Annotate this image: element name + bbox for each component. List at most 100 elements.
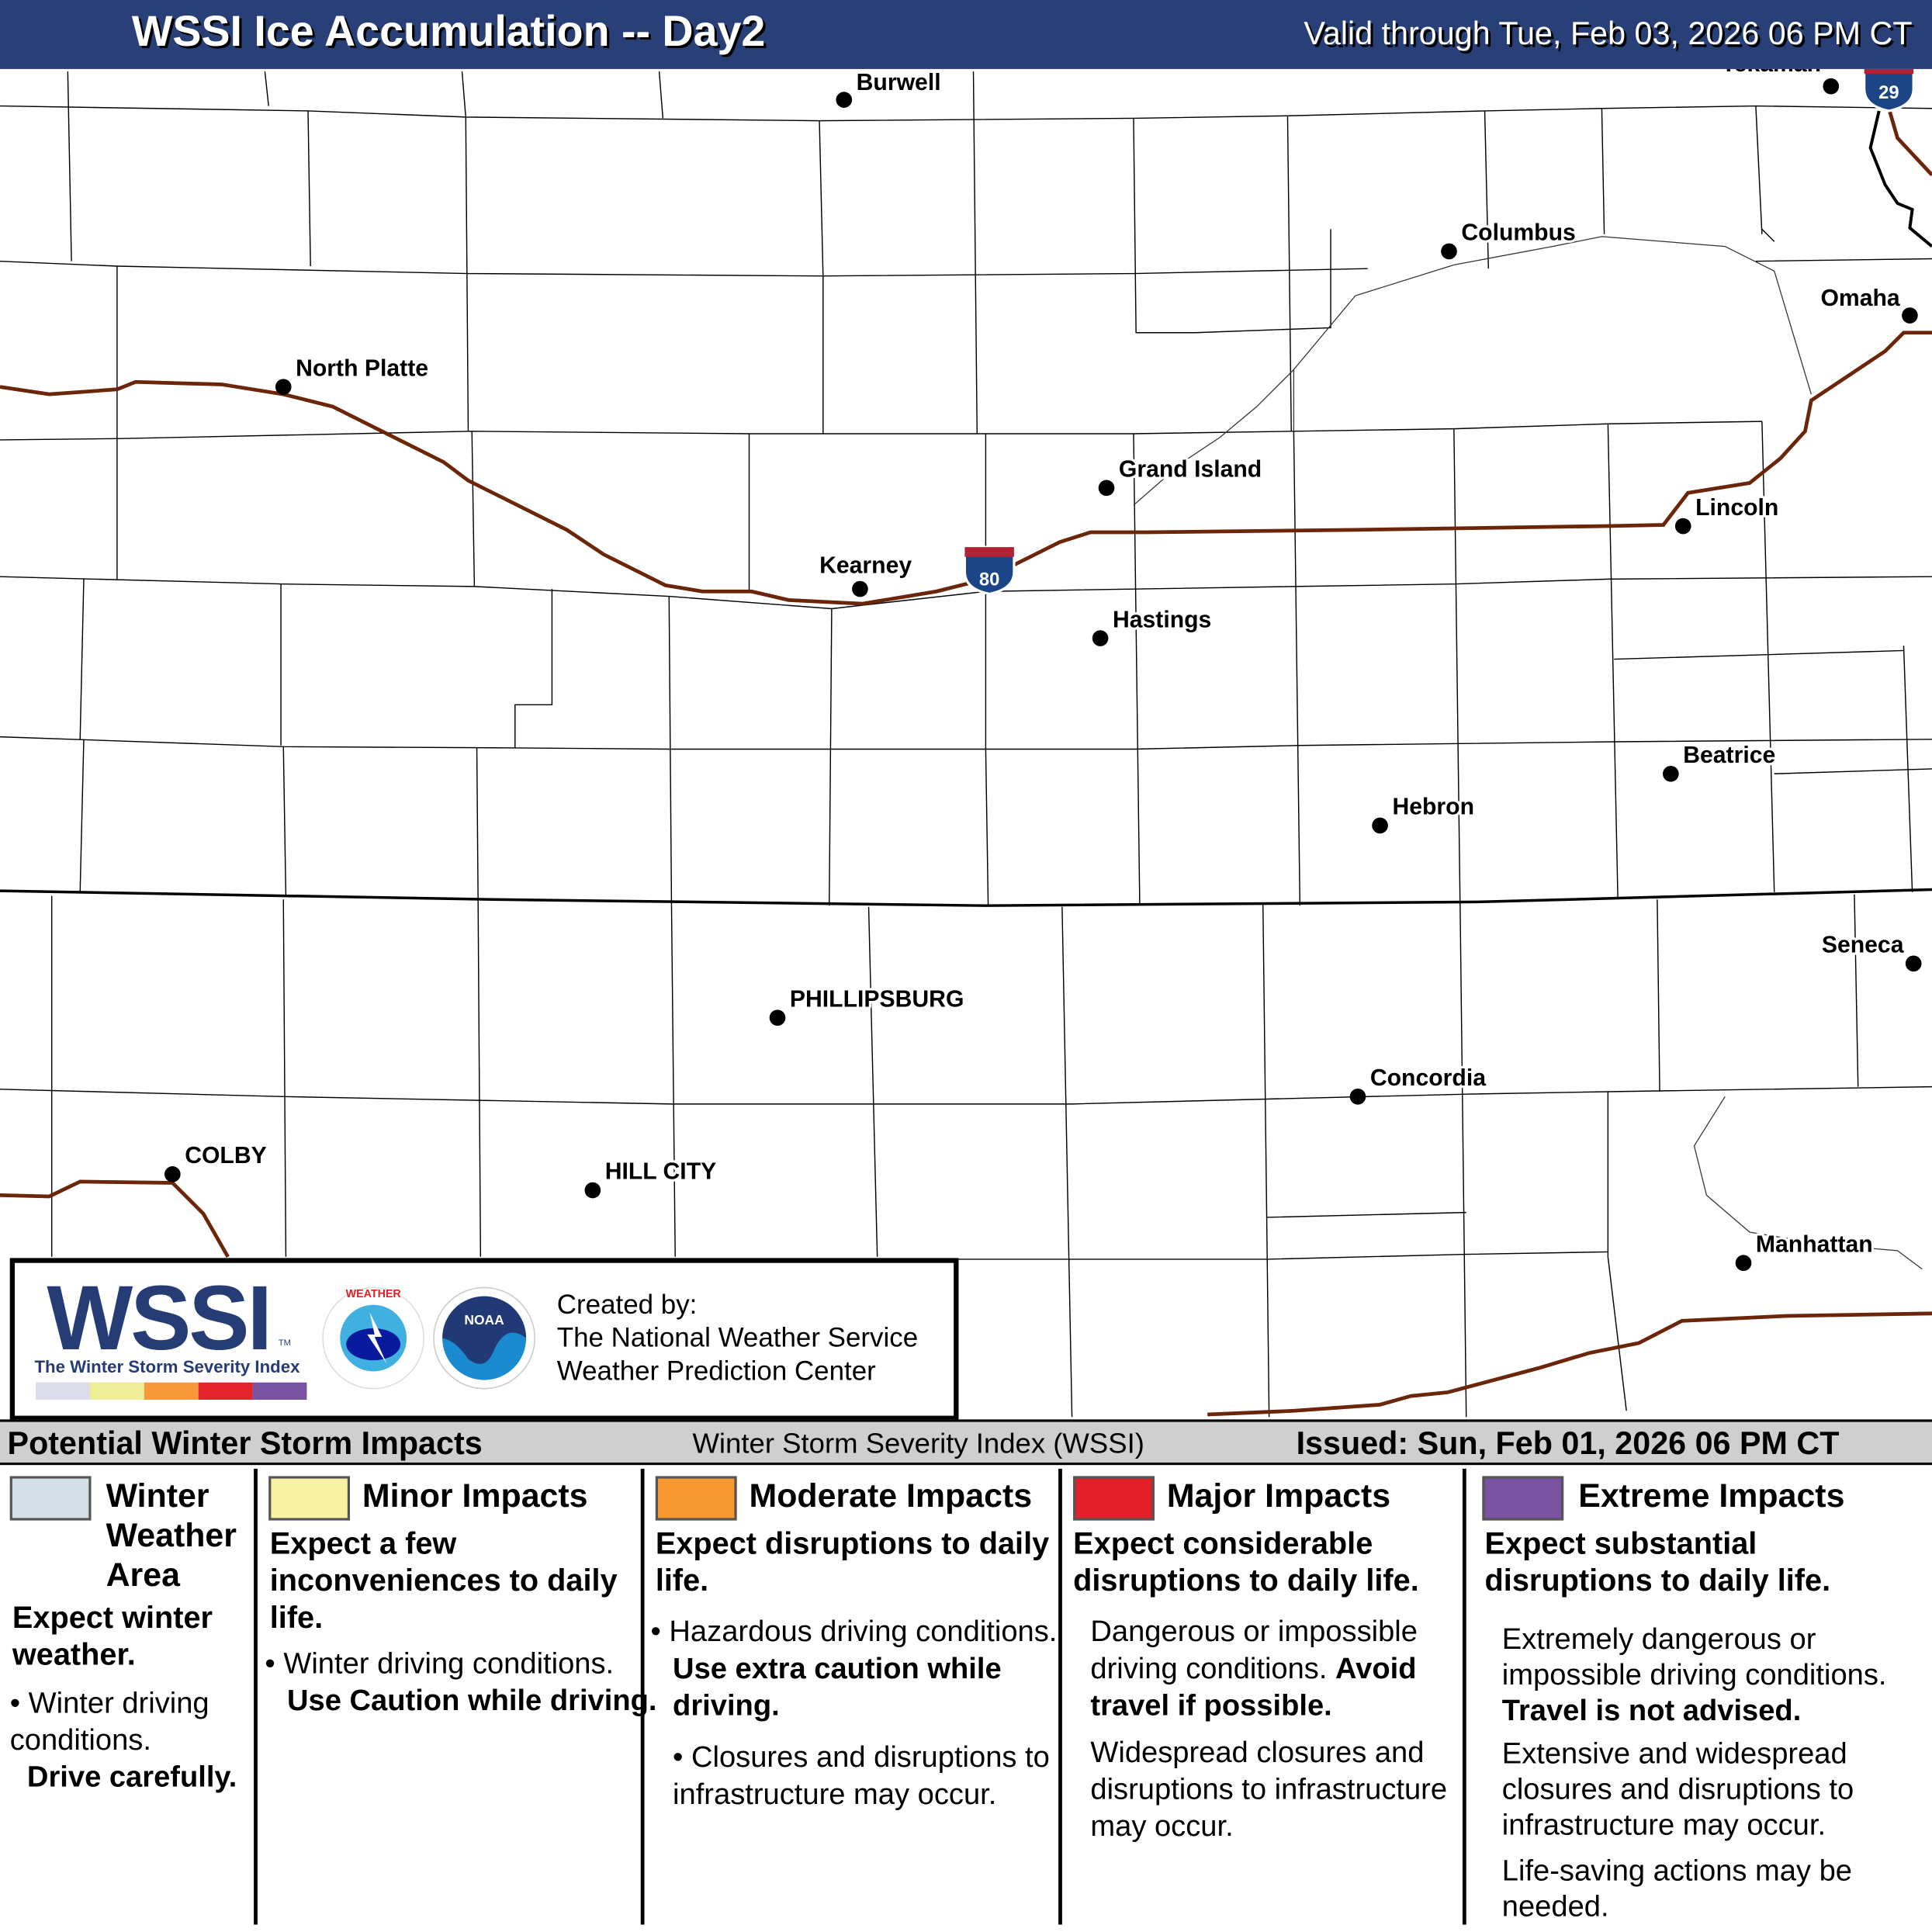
city-label: North Platte: [296, 355, 428, 381]
city-dot: [1441, 243, 1457, 260]
detail-text: Extremely dangerous or impossible drivin…: [1501, 1622, 1887, 1692]
category-name: Major Impacts: [1166, 1477, 1391, 1515]
category-name: Moderate Impacts: [749, 1477, 1033, 1515]
city-label: Concordia: [1370, 1065, 1486, 1091]
city-dot: [584, 1182, 601, 1199]
swatch-moderate: [655, 1476, 737, 1521]
legend-index-name: Winter Storm Severity Index (WSSI): [692, 1426, 1144, 1459]
city-dot: [164, 1166, 181, 1182]
created-by-label: Created by:: [556, 1289, 698, 1320]
wssi-logo: WSSI: [47, 1266, 272, 1369]
interstate-70-east-route: [1207, 1311, 1932, 1417]
bullet-text: Winter driving conditions.: [9, 1686, 209, 1757]
city-dot: [1902, 307, 1918, 324]
nws-logo-icon: WEATHER: [322, 1286, 425, 1390]
city-label: Beatrice: [1683, 743, 1775, 768]
name-line: Area: [106, 1556, 180, 1594]
city-label: Lincoln: [1695, 495, 1778, 521]
bold-advice: Use extra caution while driving.: [673, 1652, 1002, 1723]
bullet-text: Winter driving conditions.: [283, 1647, 615, 1681]
divider: [640, 1468, 645, 1925]
city-dot: [1735, 1255, 1752, 1272]
category-details: Extremely dangerous or impossible drivin…: [1502, 1622, 1927, 1925]
shield-29-label: 29: [1878, 82, 1899, 103]
city-label: Columbus: [1461, 220, 1575, 246]
city-label: Manhattan: [1756, 1231, 1873, 1257]
city-label: HILL CITY: [605, 1159, 717, 1185]
org-wpc: Weather Prediction Center: [556, 1355, 876, 1387]
city-label: Hastings: [1113, 607, 1211, 632]
legend-winter-weather-area: Winter Weather Area Expect winter weathe…: [0, 1464, 254, 1932]
bar-color-2: [89, 1382, 144, 1400]
tm-mark: TM: [278, 1339, 291, 1349]
header-bar: WSSI Ice Accumulation -- Day2 Valid thro…: [0, 0, 1932, 69]
interstate-29-route: [1887, 108, 1932, 177]
city-dot: [275, 379, 292, 395]
legend-major-impacts: Major Impacts Expect considerable disrup…: [1063, 1464, 1463, 1932]
bar-color-4: [198, 1382, 253, 1400]
name-line: Winter: [106, 1477, 209, 1515]
category-name: Extreme Impacts: [1578, 1477, 1845, 1515]
city-label: PHILLIPSBURG: [790, 986, 964, 1012]
category-details: • Hazardous driving conditions. Use extr…: [650, 1615, 1058, 1812]
city-label: Kearney: [819, 552, 912, 578]
credits-box: WSSI TM The Winter Storm Severity Index …: [9, 1258, 959, 1421]
bold-advice: Travel is not advised.: [1501, 1694, 1802, 1728]
divider: [1058, 1468, 1062, 1925]
wssi-color-bar: [36, 1382, 307, 1400]
valid-time: Valid through Tue, Feb 03, 2026 06 PM CT: [1304, 15, 1913, 52]
city-label: Omaha: [1820, 286, 1899, 311]
bullet-text: Hazardous driving conditions.: [669, 1615, 1058, 1649]
bold-advice: Avoid travel if possible.: [1090, 1652, 1417, 1723]
category-summary: Expect a few inconveniences to daily lif…: [269, 1526, 618, 1636]
detail-text: Widespread closures and disruptions to i…: [1090, 1736, 1448, 1844]
legend-extreme-impacts: Extreme Impacts Expect substantial disru…: [1467, 1464, 1932, 1932]
swatch-winter-weather: [9, 1476, 92, 1521]
city-dot: [1098, 480, 1115, 497]
interstate-29-shield: 29: [1863, 68, 1915, 113]
city-label: Grand Island: [1119, 457, 1262, 483]
legend-moderate-impacts: Moderate Impacts Expect disruptions to d…: [646, 1464, 1058, 1932]
noaa-text: NOAA: [464, 1312, 504, 1328]
city-label: Burwell: [857, 70, 941, 95]
city-dot: [1372, 817, 1388, 834]
city-dot: [1674, 518, 1691, 535]
category-details: • Winter driving conditions. Use Caution…: [265, 1647, 657, 1718]
map: Burwell Tekamah Columbus Omaha North Platte G…: [0, 68, 1932, 1418]
state-border-ks-ne: [0, 888, 1932, 907]
city-dot: [769, 1009, 786, 1027]
bold-advice: Drive carefully.: [26, 1761, 237, 1795]
detail-text: Life-saving actions may be needed.: [1501, 1854, 1853, 1923]
bold-advice: Use Caution while driving.: [287, 1684, 657, 1718]
map-title: WSSI Ice Accumulation -- Day2: [131, 7, 766, 56]
city-dot: [852, 580, 868, 597]
interstate-80-route: [0, 331, 1932, 606]
city-dot: [836, 92, 853, 108]
svg-text:WEATHER: WEATHER: [346, 1288, 402, 1300]
noaa-logo-icon: NOAA: [433, 1286, 535, 1390]
swatch-major: [1073, 1476, 1155, 1521]
category-details: • Winter driving conditions. Drive carefu…: [9, 1686, 237, 1795]
city-label: COLBY: [185, 1143, 267, 1169]
city-dot: [1905, 955, 1922, 972]
wssi-subtitle: The Winter Storm Severity Index: [34, 1356, 300, 1376]
legend-title: Potential Winter Storm Impacts: [7, 1424, 483, 1462]
city-label: Hebron: [1392, 795, 1474, 820]
category-name: Minor Impacts: [362, 1477, 588, 1515]
detail-text: Dangerous or impossible driving conditio…: [1090, 1615, 1418, 1686]
county-boundaries: [0, 71, 1932, 1418]
interstate-70-route: [0, 1179, 230, 1258]
city-dot: [1092, 630, 1109, 646]
legend-title-bar: Potential Winter Storm Impacts Winter St…: [0, 1419, 1932, 1466]
category-summary: Expect substantial disruptions to daily …: [1484, 1526, 1831, 1598]
city-label: Tekamah: [1722, 69, 1822, 77]
shield-80-label: 80: [979, 569, 1000, 590]
divider: [1462, 1468, 1466, 1925]
bar-color-5: [252, 1382, 307, 1400]
category-summary: Expect winter weather.: [12, 1600, 213, 1672]
cities: Burwell Tekamah Columbus Omaha North Platte G…: [164, 69, 1922, 1272]
legend-minor-impacts: Minor Impacts Expect a few inconvenience…: [258, 1464, 656, 1932]
interstate-80-shield: 80: [963, 545, 1016, 596]
bar-color-1: [36, 1382, 90, 1400]
issued-time: Issued: Sun, Feb 01, 2026 06 PM CT: [1296, 1424, 1840, 1462]
